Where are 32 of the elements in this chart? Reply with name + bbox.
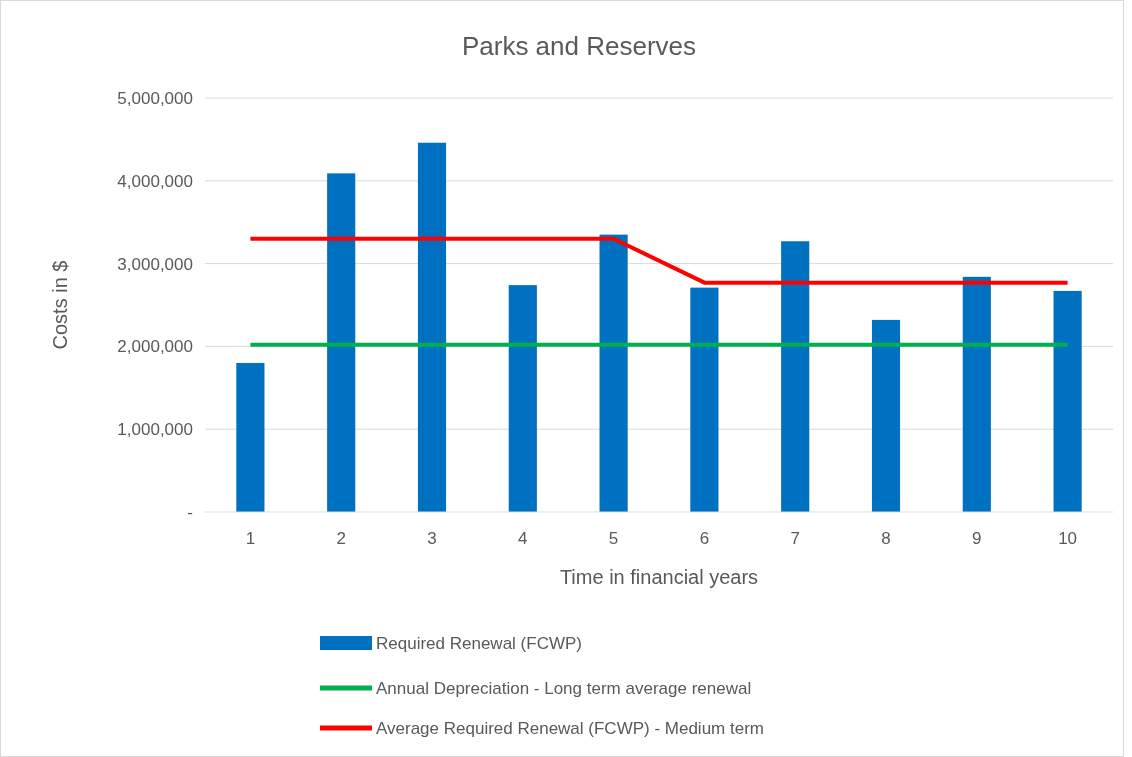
y-tick-label: 4,000,000 — [117, 171, 193, 191]
y-tick-label: 1,000,000 — [117, 420, 193, 440]
x-tick-label: 8 — [881, 529, 891, 548]
bar — [690, 287, 719, 512]
x-tick-label: 4 — [518, 529, 528, 548]
x-tick-label: 7 — [790, 529, 800, 548]
legend-label: Required Renewal (FCWP) — [376, 633, 582, 653]
x-tick-label: 5 — [608, 529, 619, 548]
bar — [327, 173, 356, 512]
y-axis-title: Costs in $ — [49, 260, 71, 350]
bar — [417, 142, 447, 512]
x-tick-label: 3 — [427, 529, 437, 548]
legend-label: Annual Depreciation - Long term average renewal — [376, 678, 752, 698]
bar — [1053, 290, 1082, 512]
bar — [236, 362, 265, 512]
y-tick-label: - — [187, 502, 193, 522]
x-tick-label: 9 — [972, 529, 982, 548]
bar — [599, 234, 628, 512]
x-axis-title: Time in financial years — [559, 566, 759, 588]
x-tick-label: 10 — [1058, 529, 1078, 548]
chart-title: Parks and Reserves — [461, 31, 697, 61]
bar — [781, 241, 810, 512]
legend-label: Average Required Renewal (FCWP) - Medium term — [376, 718, 764, 738]
bar — [962, 276, 991, 512]
bar — [508, 285, 537, 512]
y-tick-label: 5,000,000 — [117, 88, 193, 108]
x-tick-label: 2 — [336, 529, 346, 548]
y-tick-label: 2,000,000 — [117, 337, 193, 357]
y-tick-label: 3,000,000 — [117, 254, 193, 274]
x-tick-label: 1 — [245, 529, 256, 548]
bar — [871, 319, 901, 512]
x-tick-label: 6 — [699, 529, 710, 548]
